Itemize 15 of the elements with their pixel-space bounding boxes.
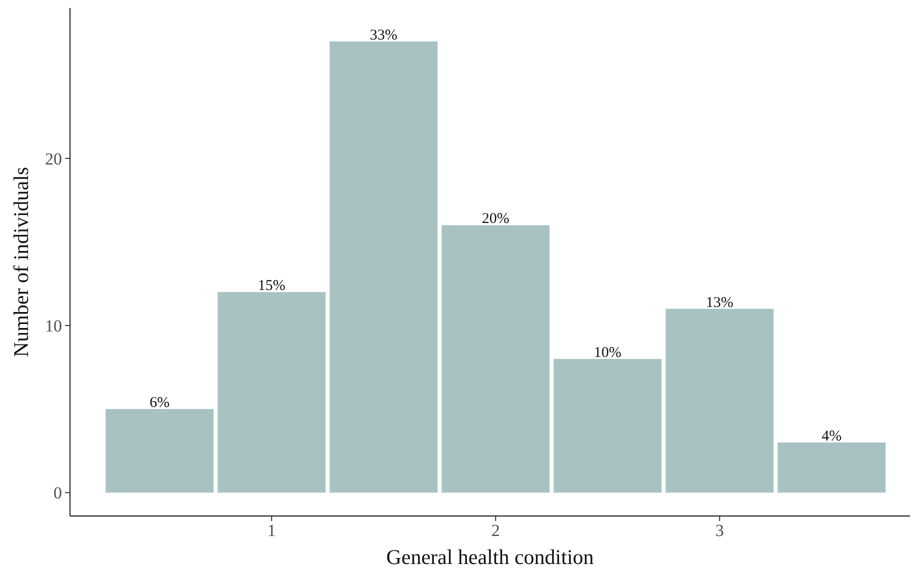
annotation: 13%	[706, 294, 734, 311]
annotation: 10%	[594, 344, 622, 361]
annotation: 33%	[370, 27, 398, 44]
annotation: 4%	[822, 428, 842, 444]
annotation: 15%	[258, 278, 286, 294]
y-axis-title: Number of individuals	[9, 166, 33, 358]
y-tick-label: 20	[45, 149, 62, 168]
y-tick-label: 10	[45, 316, 62, 336]
annotation: 6%	[150, 395, 170, 412]
x-tick-label: 3	[715, 521, 724, 540]
x-tick-label: 1	[267, 521, 276, 540]
annotation: 20%	[482, 211, 510, 228]
y-tick-label: 0	[54, 484, 62, 503]
x-tick-label: 2	[491, 521, 500, 540]
x-axis-title: General health condition	[386, 545, 594, 569]
